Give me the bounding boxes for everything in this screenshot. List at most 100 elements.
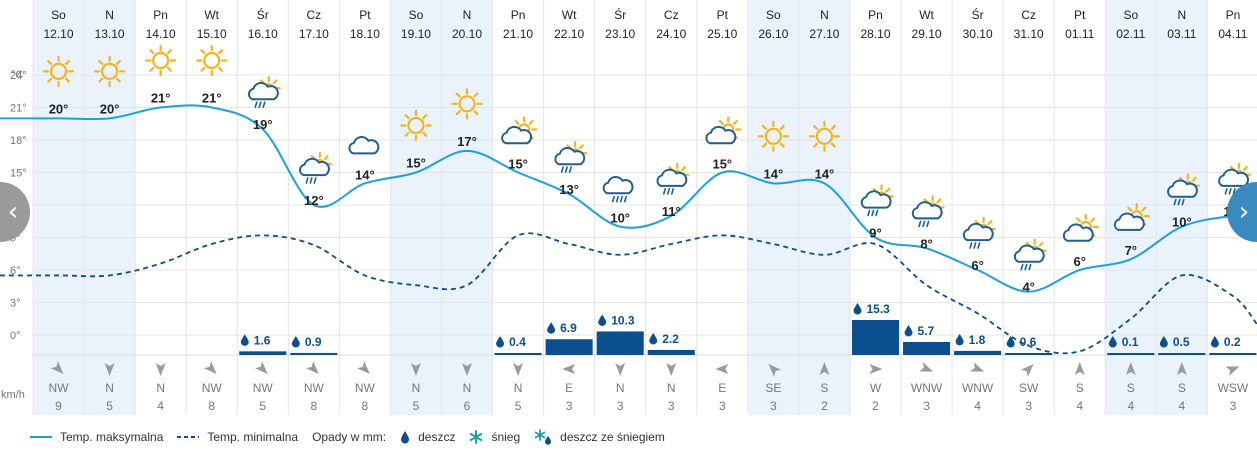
wind-direction: N	[412, 381, 421, 395]
cloud-shape	[348, 136, 380, 155]
day-date: 17.10	[299, 27, 329, 41]
precip-value: 1.6	[254, 333, 271, 347]
cloud-shape	[911, 201, 943, 220]
weather-sun-icon	[93, 55, 126, 87]
raindrop-icon	[955, 333, 964, 346]
max-temp-label: 14°	[355, 167, 375, 182]
sun-ray	[200, 49, 206, 55]
weather-sun-rain-icon	[1218, 162, 1252, 195]
wind-arrow-shape	[562, 364, 576, 374]
raindrop-icon	[496, 336, 505, 348]
wind-direction: S	[1178, 381, 1186, 395]
wind-arrow-icon	[462, 363, 473, 376]
day-name: Pn	[153, 8, 168, 22]
wind-direction: WNW	[911, 381, 943, 395]
legend-rain-label: deszcz	[418, 430, 456, 444]
precip-bar	[1158, 353, 1206, 355]
max-temp-label: 11°	[662, 204, 681, 219]
legend-rain: deszcz	[400, 430, 455, 444]
weather-sun-cloud-icon	[1113, 203, 1150, 231]
weather-sun-rain-icon	[911, 195, 945, 228]
wind-arrow-icon	[1074, 362, 1085, 375]
precip-label-group: 15.3	[853, 302, 890, 316]
weekend-band	[33, 0, 85, 415]
sun-ray	[200, 66, 206, 72]
chart-legend: Temp. maksymalna Temp. minimalna Opady w…	[30, 427, 679, 447]
weather-sun-icon	[196, 44, 228, 77]
rain-streak	[666, 188, 671, 195]
day-date: 29.10	[912, 27, 942, 41]
rain-streak	[1024, 263, 1028, 271]
max-temp-label: 21°	[151, 91, 171, 106]
wind-arrow-shape	[1074, 362, 1085, 375]
raindrop-icon	[649, 332, 658, 345]
day-date: 18.10	[350, 27, 380, 41]
sun-ray	[779, 124, 785, 131]
sun-ray	[1076, 217, 1082, 223]
raindrop-icon	[291, 335, 300, 348]
day-date: 24.10	[656, 27, 686, 41]
wind-arrow-icon	[357, 361, 370, 374]
raindrop-icon	[1006, 336, 1015, 348]
max-temp-label: 10°	[610, 211, 630, 226]
day-name: Pt	[717, 8, 729, 22]
precip-bar	[239, 351, 287, 355]
precip-value: 5.7	[918, 324, 935, 338]
y-tick-label: 6°	[10, 265, 21, 277]
weather-sun-icon	[145, 44, 177, 77]
raindrop-icon	[401, 431, 410, 444]
wind-direction: WSW	[1218, 381, 1249, 395]
weather-sun-rain-icon	[554, 141, 588, 173]
max-temp-label: 21°	[202, 91, 222, 106]
wind-direction: S	[1076, 381, 1084, 395]
day-name: Wt	[204, 8, 219, 22]
wind-arrow-icon	[306, 361, 319, 374]
precip-value: 1.8	[969, 333, 986, 347]
sleet-icon	[534, 429, 552, 445]
rain-streak	[564, 166, 568, 173]
snowflake-icon	[470, 430, 483, 444]
sun-ray	[455, 92, 461, 98]
rain-streak	[918, 220, 922, 228]
precip-bar	[851, 320, 900, 355]
legend-precip-label: Opady w mm:	[312, 430, 387, 444]
sun-disc	[49, 62, 68, 80]
chevron-right-icon: ›	[1238, 197, 1250, 227]
wind-direction: NW	[49, 381, 70, 395]
wind-direction: N	[105, 381, 114, 395]
day-name: Pn	[868, 8, 883, 22]
solid-line-icon	[30, 436, 52, 438]
wind-unit-label: km/h	[1, 389, 25, 401]
wind-arrow-shape	[203, 361, 217, 374]
precip-label-group: 0.2	[1210, 335, 1241, 349]
sun-ray	[149, 66, 155, 72]
raindrop-icon	[240, 334, 249, 346]
forecast-chart-svg: 24°21°18°15°12°9°6°3°0°°Ckm/hSo12.10N13.…	[0, 0, 1257, 415]
max-temp-label: 10°	[1172, 215, 1192, 230]
wind-arrow-icon	[715, 364, 729, 374]
precip-bar	[1005, 353, 1053, 355]
wind-arrow-icon	[513, 363, 524, 376]
raindrop-icon	[853, 303, 862, 315]
y-tick-label: 18°	[10, 135, 27, 147]
sun-ray	[1038, 241, 1044, 247]
rain-streak	[1181, 198, 1185, 206]
wind-speed: 3	[617, 399, 624, 413]
rain-streak	[969, 242, 973, 249]
cloud-shape	[554, 147, 586, 166]
day-name: Wt	[562, 8, 577, 22]
wind-speed: 3	[668, 399, 675, 413]
precip-label-group: 0.4	[496, 335, 526, 349]
sun-disc	[152, 51, 170, 70]
precip-value: 10.3	[611, 313, 635, 327]
rain-streak	[611, 195, 615, 203]
sun-ray	[404, 114, 410, 120]
sun-ray	[830, 142, 836, 148]
wind-speed: 3	[719, 399, 726, 413]
wind-speed: 8	[362, 399, 369, 413]
sun-ray	[779, 142, 785, 148]
day-date: 04.11	[1218, 27, 1247, 41]
sun-ray	[473, 110, 479, 116]
cloud-shape	[299, 157, 330, 177]
rain-streak	[1228, 188, 1232, 195]
